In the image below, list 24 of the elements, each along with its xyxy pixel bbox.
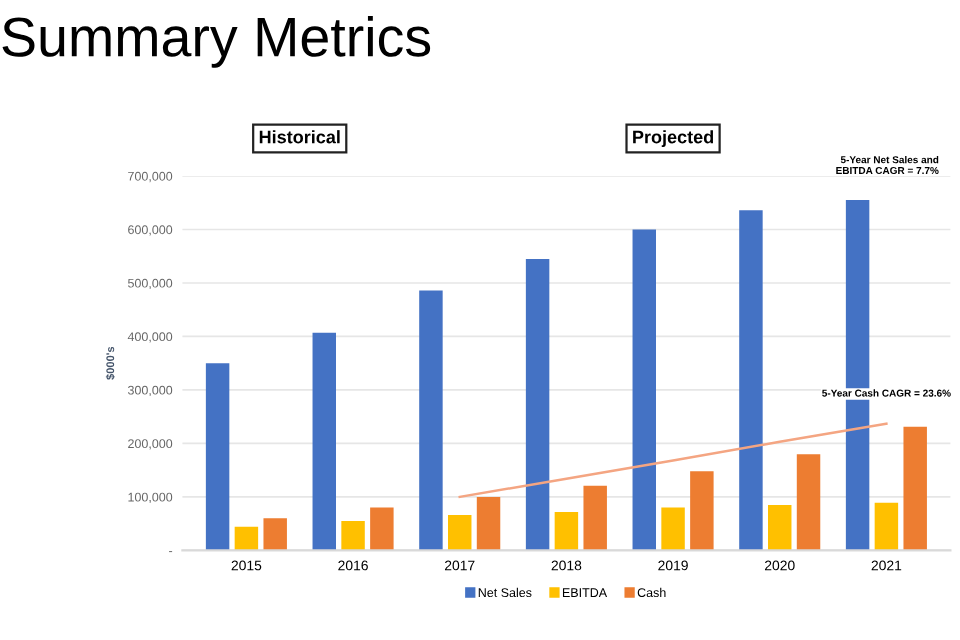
bar bbox=[874, 502, 899, 551]
line-series bbox=[458, 422, 888, 499]
bar bbox=[739, 210, 763, 551]
bar bbox=[554, 511, 579, 551]
bar bbox=[370, 507, 394, 551]
bar bbox=[476, 496, 501, 551]
bar bbox=[525, 258, 550, 551]
bar bbox=[205, 363, 230, 551]
bar bbox=[661, 507, 685, 551]
bar bbox=[263, 518, 287, 551]
bar bbox=[690, 471, 714, 551]
text: Projected bbox=[633, 130, 714, 147]
bar bbox=[768, 504, 792, 551]
chart-title: Summary Metrics bbox=[2, 16, 431, 68]
bar bbox=[341, 520, 365, 551]
bar bbox=[903, 426, 927, 551]
bar bbox=[312, 332, 336, 551]
bar bbox=[234, 526, 259, 551]
bar bbox=[448, 515, 472, 551]
text: Historical bbox=[259, 130, 340, 144]
bar bbox=[583, 485, 607, 551]
bar bbox=[632, 229, 656, 551]
bar bbox=[796, 454, 821, 551]
bar bbox=[419, 290, 443, 551]
